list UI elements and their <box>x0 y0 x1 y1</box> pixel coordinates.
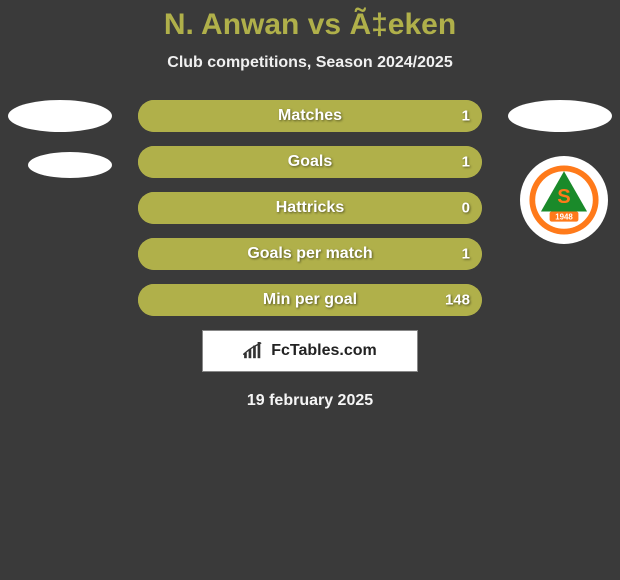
stat-value-right: 1 <box>462 246 470 263</box>
branding-text: FcTables.com <box>271 342 377 360</box>
stat-label: Goals per match <box>138 245 482 263</box>
avatar-left-placeholder-2 <box>28 152 112 178</box>
stat-label: Min per goal <box>138 291 482 309</box>
svg-text:1948: 1948 <box>555 212 573 221</box>
avatar-right-placeholder <box>508 100 612 132</box>
svg-text:S: S <box>557 186 570 208</box>
stat-label: Matches <box>138 107 482 125</box>
title-left: N. Anwan <box>164 8 300 41</box>
club-logo-icon: S 1948 <box>528 164 600 236</box>
stat-rows: Matches1Goals1Hattricks0Goals per match1… <box>138 100 482 316</box>
title-right: Ã‡eken <box>349 8 456 41</box>
stat-row: Min per goal148 <box>138 284 482 316</box>
stat-row: Goals per match1 <box>138 238 482 270</box>
stat-label: Hattricks <box>138 199 482 217</box>
page-title: N. Anwan vs Ã‡eken <box>0 8 620 42</box>
comparison-area: S 1948 Matches1Goals1Hattricks0Goals per… <box>0 100 620 316</box>
stat-value-right: 1 <box>462 154 470 171</box>
stat-value-right: 1 <box>462 108 470 125</box>
bar-chart-icon <box>243 342 265 360</box>
stat-value-right: 0 <box>462 200 470 217</box>
subtitle: Club competitions, Season 2024/2025 <box>0 54 620 72</box>
stat-row: Hattricks0 <box>138 192 482 224</box>
stat-row: Matches1 <box>138 100 482 132</box>
avatar-left-placeholder-1 <box>8 100 112 132</box>
stat-row: Goals1 <box>138 146 482 178</box>
date-label: 19 february 2025 <box>0 392 620 410</box>
stat-value-right: 148 <box>445 292 470 309</box>
stat-label: Goals <box>138 153 482 171</box>
branding-box[interactable]: FcTables.com <box>202 330 418 372</box>
club-logo-container: S 1948 <box>520 156 608 244</box>
title-mid: vs <box>299 8 349 41</box>
